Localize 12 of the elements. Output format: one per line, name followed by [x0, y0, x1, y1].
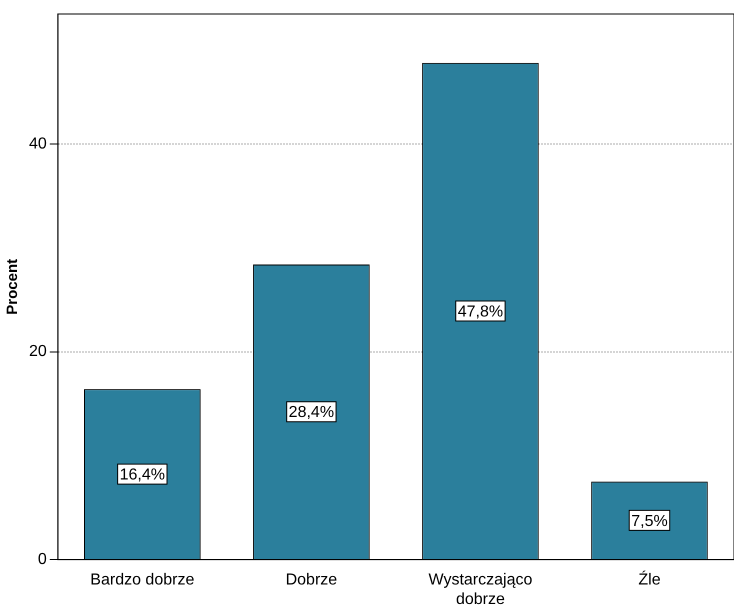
data-label: 28,4% — [288, 404, 334, 422]
data-label: 47,8% — [458, 303, 504, 320]
data-label: 16,4% — [120, 466, 166, 484]
data-label: 7,5% — [631, 512, 668, 530]
y-tick-label: 40 — [29, 135, 47, 152]
x-tick-label: Źle — [638, 570, 661, 589]
y-tick-label: 0 — [38, 551, 47, 568]
x-tick-label: Dobrze — [286, 572, 338, 589]
x-tick-label: Wystarczająco dobrze — [428, 572, 532, 608]
x-tick-label: Bardzo dobrze — [90, 572, 194, 589]
y-tick-label: 20 — [29, 343, 47, 360]
y-axis-title: Procent — [4, 258, 22, 315]
